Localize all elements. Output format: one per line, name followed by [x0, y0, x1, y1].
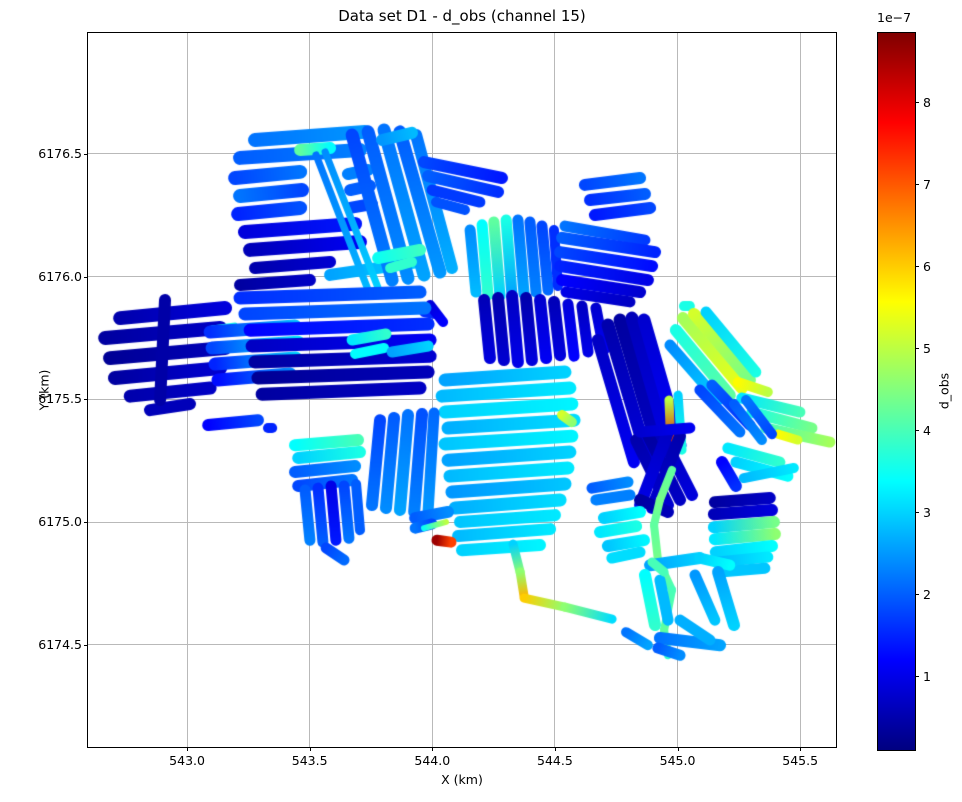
colorbar-tick-label: 4 — [923, 422, 931, 438]
plot-area — [87, 32, 837, 748]
x-axis-label: X (km) — [441, 772, 483, 787]
colorbar-offset-label: 1e−7 — [877, 10, 912, 25]
x-tick-mark — [800, 747, 802, 751]
y-tick-label: 6174.5 — [38, 636, 82, 652]
x-tick-mark — [187, 747, 189, 751]
x-tick-label: 545.5 — [782, 753, 819, 768]
y-tick-mark — [84, 276, 88, 278]
y-tick-label: 6175.0 — [38, 514, 82, 529]
colorbar-tick-mark — [915, 184, 919, 186]
x-tick-label: 543.0 — [169, 753, 205, 768]
scatter-points — [88, 33, 836, 747]
colorbar-tick-mark — [915, 512, 919, 514]
colorbar — [877, 32, 916, 751]
colorbar-tick-label: 3 — [923, 504, 931, 520]
colorbar-tick-mark — [915, 266, 919, 268]
colorbar-tick-mark — [915, 676, 919, 678]
colorbar-tick-label: 1 — [923, 668, 931, 684]
colorbar-tick-mark — [915, 594, 919, 596]
x-tick-label: 544.5 — [537, 753, 573, 768]
y-tick-mark — [84, 644, 88, 646]
x-tick-label: 544.0 — [414, 753, 451, 768]
y-tick-label: 6176.5 — [38, 145, 82, 161]
colorbar-tick-label: 8 — [923, 94, 931, 110]
colorbar-tick-label: 7 — [923, 176, 931, 192]
x-tick-label: 545.0 — [659, 753, 696, 768]
colorbar-gradient — [878, 33, 915, 750]
colorbar-tick-mark — [915, 430, 919, 432]
colorbar-tick-label: 5 — [923, 340, 931, 356]
plot-title: Data set D1 - d_obs (channel 15) — [338, 7, 586, 25]
y-tick-label: 6175.5 — [38, 391, 82, 407]
y-tick-label: 6176.0 — [38, 268, 82, 284]
x-tick-mark — [309, 747, 311, 751]
colorbar-tick-label: 6 — [923, 258, 931, 274]
colorbar-tick-mark — [915, 102, 919, 104]
y-tick-mark — [84, 399, 88, 401]
y-tick-mark — [84, 522, 88, 523]
colorbar-tick-label: 2 — [923, 586, 931, 602]
x-tick-mark — [432, 747, 434, 751]
x-tick-label: 543.5 — [291, 753, 328, 768]
x-tick-mark — [554, 747, 556, 751]
colorbar-tick-mark — [915, 348, 919, 350]
x-tick-mark — [677, 747, 679, 751]
y-tick-mark — [84, 153, 88, 155]
